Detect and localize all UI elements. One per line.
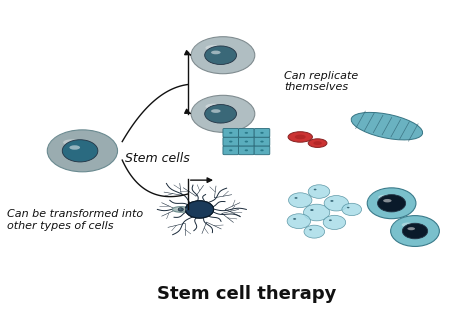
Ellipse shape: [294, 197, 298, 199]
Ellipse shape: [229, 132, 232, 134]
Ellipse shape: [329, 219, 332, 221]
Ellipse shape: [63, 139, 81, 146]
Ellipse shape: [245, 149, 248, 151]
Ellipse shape: [260, 141, 264, 143]
Ellipse shape: [174, 208, 185, 211]
FancyBboxPatch shape: [238, 137, 254, 146]
Ellipse shape: [347, 207, 349, 208]
Ellipse shape: [205, 45, 221, 51]
Text: Stem cell therapy: Stem cell therapy: [157, 285, 336, 303]
Ellipse shape: [62, 140, 98, 162]
Ellipse shape: [308, 185, 330, 198]
Ellipse shape: [191, 95, 255, 132]
Ellipse shape: [383, 199, 392, 203]
Ellipse shape: [308, 139, 327, 148]
Ellipse shape: [289, 193, 312, 208]
Text: Can be transformed into
other types of cells: Can be transformed into other types of c…: [8, 209, 144, 231]
FancyBboxPatch shape: [223, 137, 238, 146]
Ellipse shape: [408, 227, 415, 230]
Ellipse shape: [173, 207, 189, 212]
Ellipse shape: [260, 132, 264, 134]
Ellipse shape: [314, 189, 317, 190]
Ellipse shape: [48, 131, 108, 167]
Ellipse shape: [303, 204, 330, 221]
Text: Can replicate
themselves: Can replicate themselves: [284, 71, 358, 92]
Ellipse shape: [229, 141, 232, 143]
FancyBboxPatch shape: [254, 146, 270, 155]
Ellipse shape: [342, 203, 362, 216]
Ellipse shape: [192, 38, 246, 69]
Ellipse shape: [192, 96, 246, 128]
Ellipse shape: [324, 196, 348, 211]
Ellipse shape: [245, 132, 248, 134]
Ellipse shape: [304, 225, 325, 238]
FancyBboxPatch shape: [223, 128, 238, 137]
Ellipse shape: [351, 112, 423, 140]
Ellipse shape: [191, 37, 255, 74]
FancyBboxPatch shape: [238, 146, 254, 155]
Ellipse shape: [229, 149, 232, 151]
Ellipse shape: [69, 145, 80, 150]
Ellipse shape: [313, 141, 322, 145]
FancyBboxPatch shape: [238, 128, 254, 137]
Ellipse shape: [288, 132, 312, 142]
Ellipse shape: [310, 209, 314, 211]
Ellipse shape: [293, 218, 296, 220]
Ellipse shape: [330, 200, 334, 202]
Ellipse shape: [401, 223, 414, 227]
Ellipse shape: [309, 229, 312, 230]
FancyBboxPatch shape: [254, 128, 270, 137]
Ellipse shape: [402, 223, 428, 239]
Ellipse shape: [47, 130, 118, 172]
Ellipse shape: [391, 217, 433, 243]
Ellipse shape: [378, 195, 391, 199]
Ellipse shape: [245, 141, 248, 143]
FancyBboxPatch shape: [254, 137, 270, 146]
Ellipse shape: [205, 105, 237, 123]
Ellipse shape: [211, 109, 220, 113]
Ellipse shape: [176, 208, 181, 209]
Ellipse shape: [199, 100, 240, 125]
Ellipse shape: [374, 192, 405, 212]
Ellipse shape: [377, 195, 406, 212]
Text: Stem cells: Stem cells: [125, 152, 189, 165]
Ellipse shape: [368, 189, 409, 215]
Ellipse shape: [173, 207, 187, 212]
Ellipse shape: [205, 46, 237, 64]
Ellipse shape: [199, 42, 240, 66]
FancyBboxPatch shape: [223, 146, 238, 155]
Ellipse shape: [185, 201, 214, 218]
Ellipse shape: [391, 216, 439, 246]
Ellipse shape: [179, 208, 181, 209]
Ellipse shape: [211, 51, 220, 54]
Ellipse shape: [287, 214, 310, 229]
Ellipse shape: [205, 104, 221, 109]
Ellipse shape: [295, 135, 306, 139]
Ellipse shape: [397, 220, 428, 240]
Ellipse shape: [323, 215, 346, 230]
Ellipse shape: [178, 208, 183, 211]
Ellipse shape: [260, 149, 264, 151]
Ellipse shape: [367, 188, 416, 219]
Ellipse shape: [185, 201, 214, 218]
Ellipse shape: [56, 136, 102, 163]
